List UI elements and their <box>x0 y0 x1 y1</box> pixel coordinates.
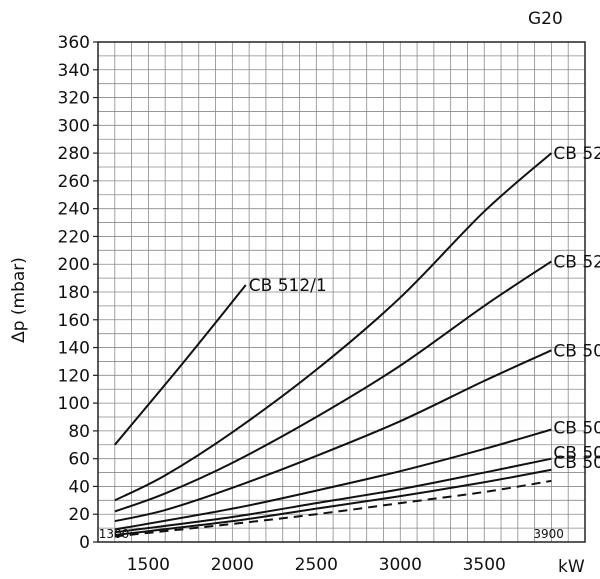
series-label-0: CB 512/1 <box>249 276 327 296</box>
x-axis-label: kW <box>558 557 585 577</box>
x-tick-label: 2500 <box>295 555 338 575</box>
y-axis-label: Δp (mbar) <box>9 257 29 343</box>
series-label-1: CB 520/1 <box>553 144 600 164</box>
series-label-6: CB 50125/1 <box>553 453 600 473</box>
y-tick-label: 0 <box>79 533 90 553</box>
y-tick-label: 340 <box>58 61 90 81</box>
y-tick-label: 320 <box>58 89 90 109</box>
y-tick-label: 80 <box>68 422 90 442</box>
y-tick-label: 240 <box>58 200 90 220</box>
x-tick-label: 2000 <box>211 555 254 575</box>
y-tick-label: 140 <box>58 339 90 359</box>
y-tick-label: 100 <box>58 394 90 414</box>
chart-title: G20 <box>528 9 563 29</box>
x-tick-label: 1500 <box>127 555 170 575</box>
y-tick-label: 200 <box>58 255 90 275</box>
y-tick-label: 300 <box>58 116 90 136</box>
y-tick-label: 160 <box>58 311 90 331</box>
y-tick-label: 260 <box>58 172 90 192</box>
x-tick-label: 3000 <box>379 555 422 575</box>
y-tick-label: 280 <box>58 144 90 164</box>
range-end-label: 3900 <box>533 527 564 541</box>
series-label-4: CB 5080/1 <box>553 419 600 439</box>
series-label-3: CB 5065/1 <box>553 341 600 361</box>
y-tick-label: 180 <box>58 283 90 303</box>
y-tick-label: 120 <box>58 366 90 386</box>
y-tick-label: 20 <box>68 505 90 525</box>
y-tick-label: 360 <box>58 33 90 53</box>
y-tick-label: 220 <box>58 227 90 247</box>
series-labels: CB 512/1 CB 520/1 CB 525/1 CB 5065/1 CB 5080… <box>249 144 600 473</box>
y-tick-label: 60 <box>68 450 90 470</box>
series-line-0 <box>115 285 246 445</box>
series-label-2: CB 525/1 <box>553 252 600 272</box>
y-tick-label: 40 <box>68 477 90 497</box>
x-tick-label: 3500 <box>463 555 506 575</box>
